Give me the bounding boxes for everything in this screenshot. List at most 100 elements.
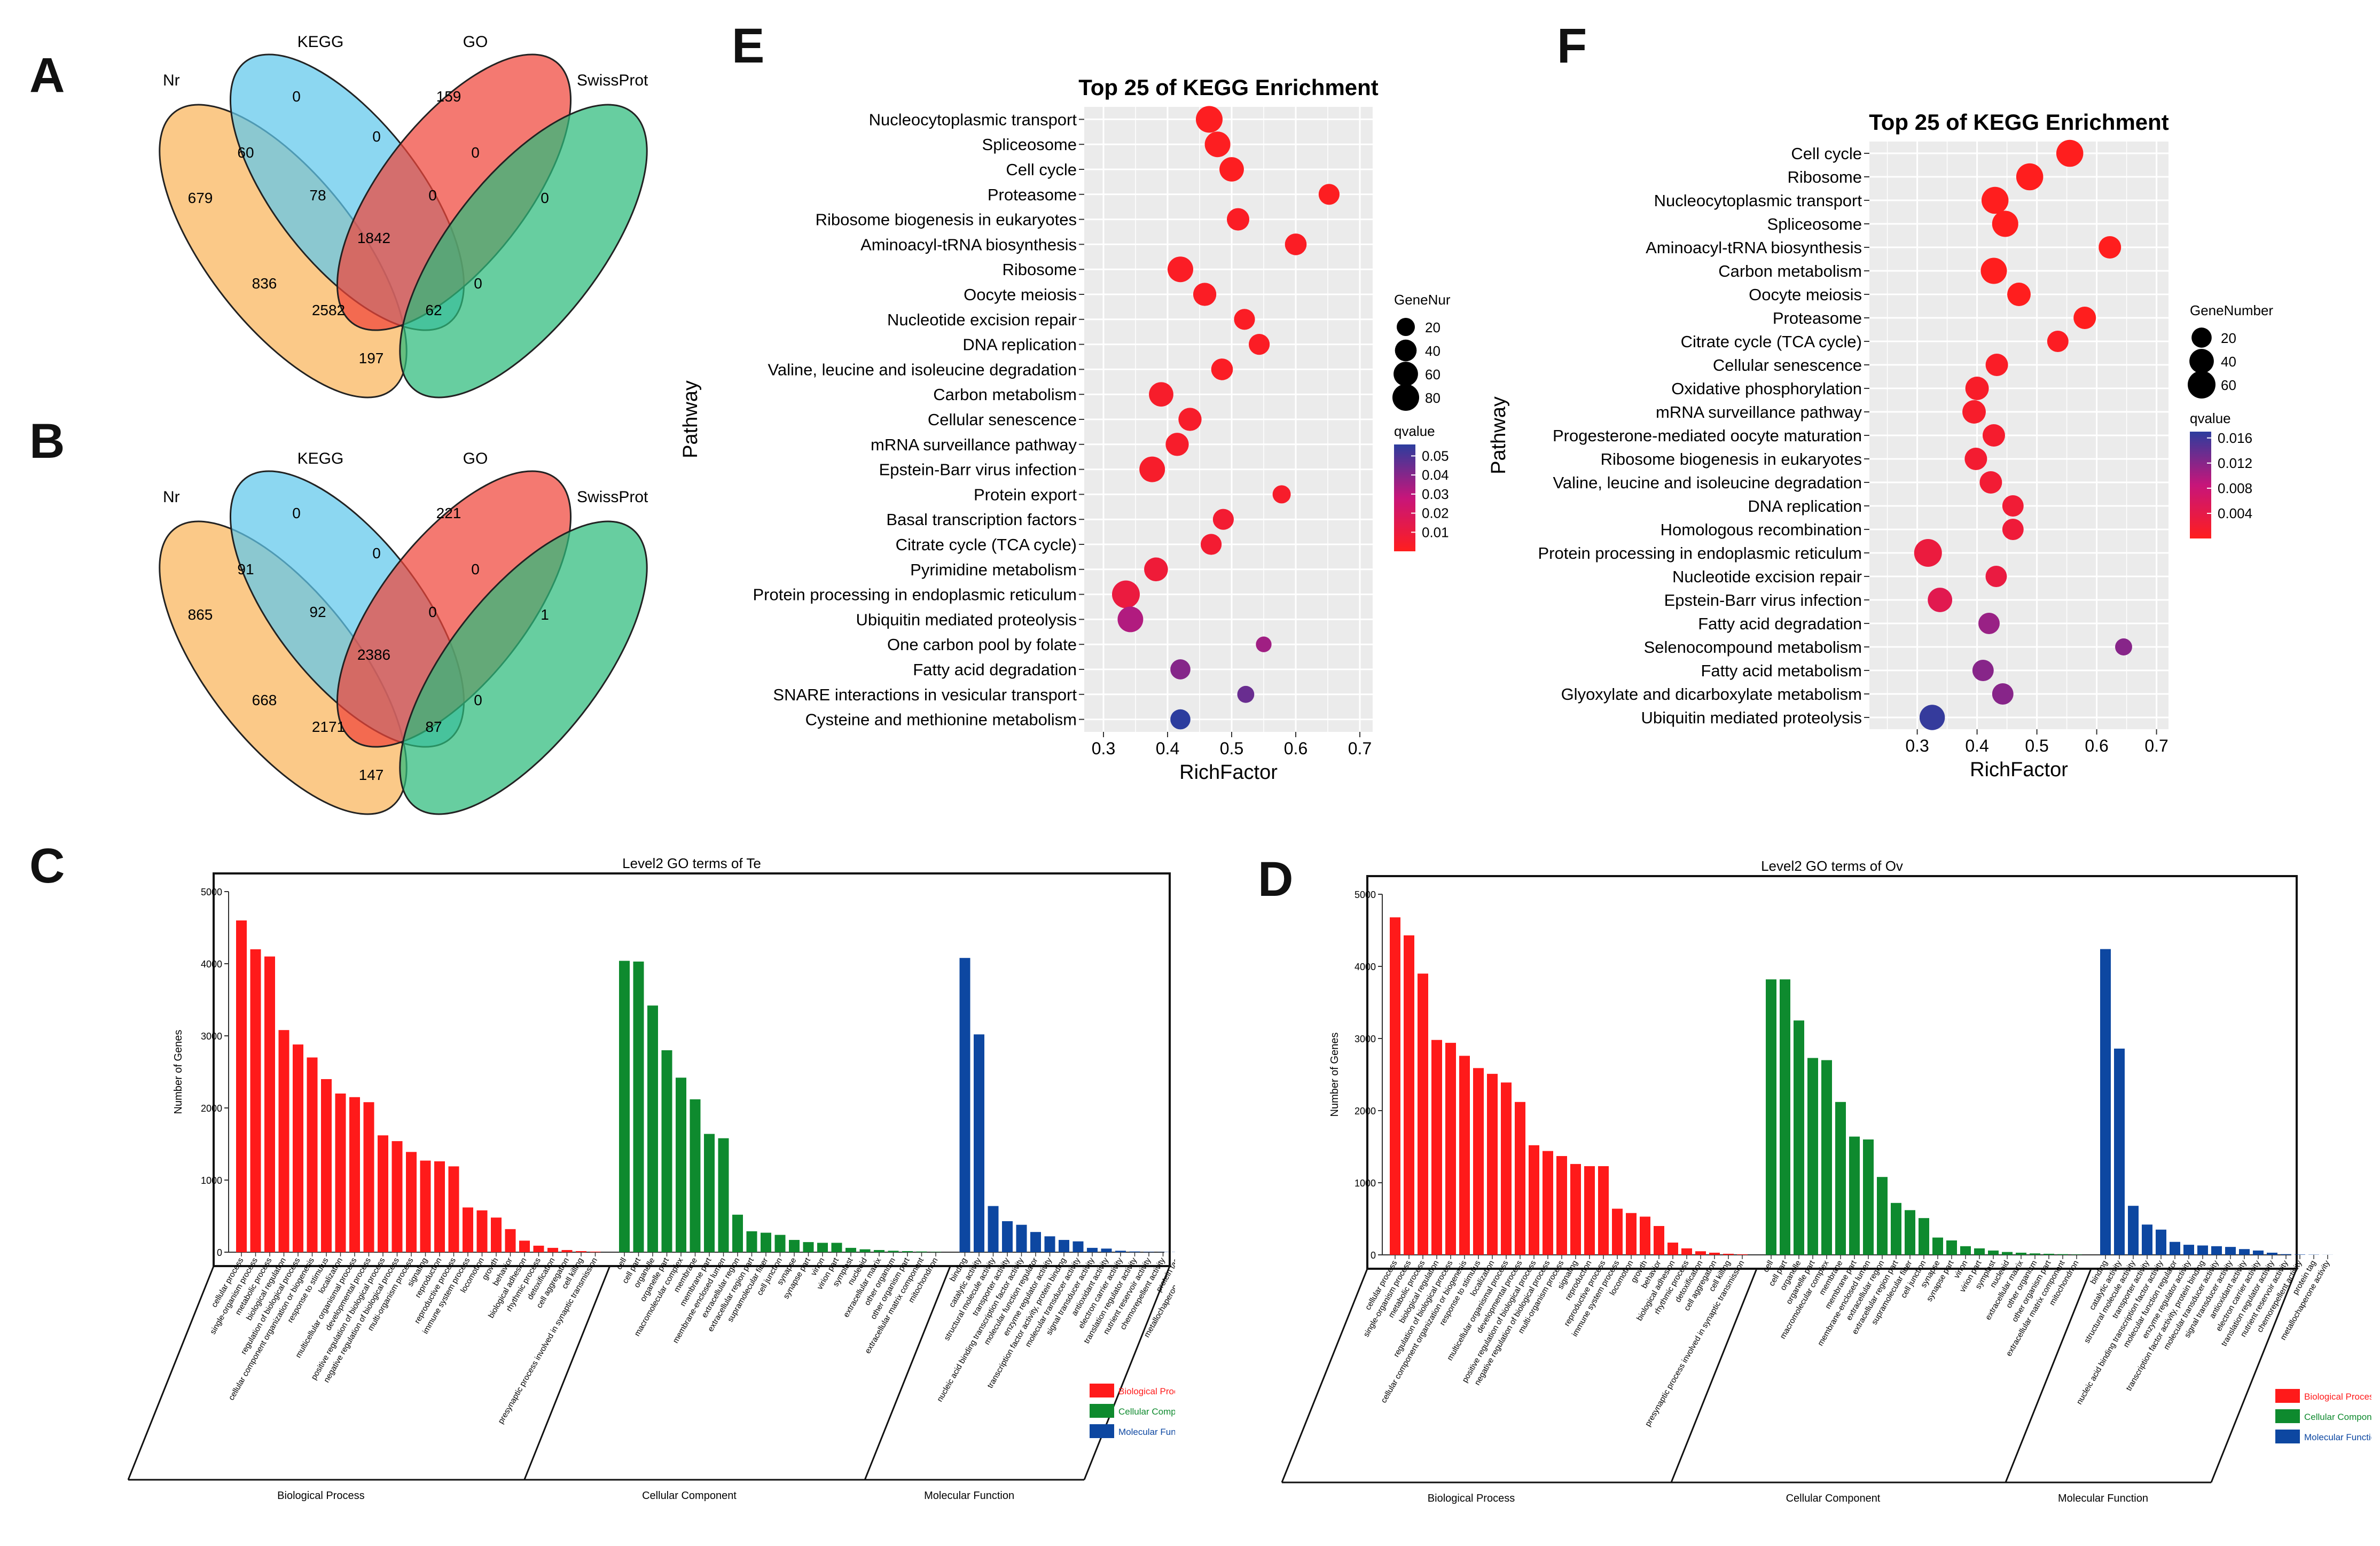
venn-count-go-only: 221 xyxy=(436,505,461,521)
venn-count-nr-go-sp: 2171 xyxy=(312,719,345,735)
go-bar-bp xyxy=(1556,1156,1567,1255)
enrichment-point xyxy=(1962,400,1986,424)
x-axis-label: RichFactor xyxy=(1179,761,1278,784)
category-panel-divider xyxy=(864,1266,951,1480)
category-panel-label: Molecular Function xyxy=(924,1490,1014,1502)
venn-count-kegg-go-sp: 62 xyxy=(425,302,442,318)
enrichment-point xyxy=(1256,636,1272,652)
go-bar-cc xyxy=(1877,1177,1888,1255)
go-bar-cc xyxy=(1835,1102,1846,1255)
go-bar-bp xyxy=(476,1210,488,1252)
pathway-label: Valine, leucine and isoleucine degradati… xyxy=(1553,473,1862,492)
enrichment-point xyxy=(2016,163,2044,191)
go-bar-cc xyxy=(1905,1210,1915,1255)
go-bar-bp xyxy=(491,1217,502,1252)
go-bar-mf xyxy=(2128,1206,2139,1255)
venn-count-nr-only: 865 xyxy=(188,606,213,623)
go-bar-cc xyxy=(817,1243,828,1252)
go-bar-bp xyxy=(519,1240,530,1252)
go-bar-bp xyxy=(307,1057,318,1252)
size-legend-dot xyxy=(2188,371,2215,399)
venn-set-label-swissprot: SwissProt xyxy=(577,72,648,89)
go-bar-bp xyxy=(1598,1166,1609,1255)
go-bar-bp xyxy=(533,1245,544,1252)
go-bar-bp xyxy=(1543,1151,1553,1255)
go-bar-bp xyxy=(420,1160,431,1252)
venn-count-kegg-sp: 0 xyxy=(474,692,482,708)
y-tick-label: 0 xyxy=(217,1247,222,1258)
y-tick-label: 5000 xyxy=(201,887,222,897)
pathway-label: DNA replication xyxy=(962,335,1077,354)
go-bar-cc xyxy=(2071,1254,2082,1255)
y-tick-label: 4000 xyxy=(1355,962,1376,972)
go-bar-bp xyxy=(406,1152,417,1252)
pathway-label: Cysteine and methionine metabolism xyxy=(805,710,1077,729)
venn-group: Nr KEGG GO SwissProt 679 0 159 0 60 0 0 836 0 78 1842 2… xyxy=(159,33,648,399)
panel-label-d: D xyxy=(1258,852,1294,907)
go-bar-bp xyxy=(236,920,247,1252)
go-bar-bp xyxy=(1667,1243,1678,1255)
go-bar-bp xyxy=(1584,1166,1595,1255)
go-bar-mf xyxy=(2170,1242,2180,1255)
go-bar-mf xyxy=(1072,1241,1084,1252)
go-bar-bp xyxy=(1681,1248,1692,1255)
go-bar-bp xyxy=(250,949,261,1252)
size-legend-dot xyxy=(1395,339,1417,362)
venn-count-go-sp: 0 xyxy=(471,561,480,577)
go-bar-bp xyxy=(392,1141,403,1252)
enrichment-point xyxy=(1919,705,1945,730)
go-bar-cc xyxy=(2002,1252,2013,1255)
color-legend-bar xyxy=(2190,432,2211,538)
pathway-label: Cellular senescence xyxy=(928,410,1077,429)
go-bar-bp xyxy=(434,1161,445,1252)
size-legend-label: 60 xyxy=(1425,366,1440,382)
go-bar-mf xyxy=(959,958,970,1252)
go-bar-mf xyxy=(2114,1048,2125,1255)
venn-set-label-kegg: KEGG xyxy=(298,33,344,51)
go-bar-cc xyxy=(746,1231,757,1252)
go-bar-cc xyxy=(732,1214,743,1252)
enrichment-point xyxy=(1193,283,1217,306)
venn-ellipse-sp xyxy=(399,520,648,815)
go-bar-cc xyxy=(803,1242,814,1252)
go-bar-cc xyxy=(690,1099,701,1252)
go-bar-cc xyxy=(1946,1240,1957,1255)
legend-label-bp: Biological Process xyxy=(2304,1392,2371,1402)
size-legend-label: 60 xyxy=(2221,377,2236,393)
size-legend-dot xyxy=(1396,317,1415,337)
enrichment-point xyxy=(1234,309,1255,330)
panel-label-b: B xyxy=(29,414,65,469)
go-bar-mf xyxy=(1016,1224,1027,1252)
pathway-label: One carbon pool by folate xyxy=(887,635,1077,654)
enrichment-point xyxy=(1219,157,1244,182)
go-bar-bp xyxy=(448,1166,459,1252)
pathway-label: Homologous recombination xyxy=(1661,520,1862,539)
venn-set-label-swissprot: SwissProt xyxy=(577,488,648,506)
size-legend-label: 40 xyxy=(2221,354,2236,370)
go-bar-mf xyxy=(1030,1232,1041,1252)
y-axis-label: Number of Genes xyxy=(1329,1033,1341,1117)
go-bar-bp xyxy=(1515,1102,1525,1255)
x-tick-label: 0.5 xyxy=(2025,736,2048,755)
y-tick-label: 2000 xyxy=(201,1103,222,1114)
color-legend-label: 0.016 xyxy=(2218,430,2252,446)
pathway-label: Ribosome biogenesis in eukaryotes xyxy=(816,210,1077,229)
venn-count-nr-kegg-go: 92 xyxy=(309,604,326,620)
go-bar-bp xyxy=(349,1097,360,1252)
venn-group: Nr KEGG GO SwissProt 865 0 221 1 91 0 0 668 0 92 2386 2… xyxy=(159,450,648,815)
venn-count-go-sp: 0 xyxy=(471,144,480,161)
go-bar-bp xyxy=(1570,1164,1581,1255)
y-tick-label: 3000 xyxy=(1355,1034,1376,1044)
enrichment-point xyxy=(1248,333,1270,355)
go-bar-mf xyxy=(1044,1236,1055,1252)
enrichment-point xyxy=(1200,534,1222,555)
go-bar-cc xyxy=(1821,1060,1832,1255)
enrichment-point xyxy=(1170,709,1191,730)
venn-count-kegg-go: 0 xyxy=(372,128,381,145)
y-axis-label: Pathway xyxy=(679,380,702,458)
size-legend-label: 20 xyxy=(2221,330,2236,346)
go-bar-cc xyxy=(633,961,644,1252)
pathway-label: Ribosome xyxy=(1787,168,1862,186)
go-bar-mf xyxy=(2281,1254,2291,1255)
pathway-label: Progesterone-mediated oocyte maturation xyxy=(1553,426,1862,445)
